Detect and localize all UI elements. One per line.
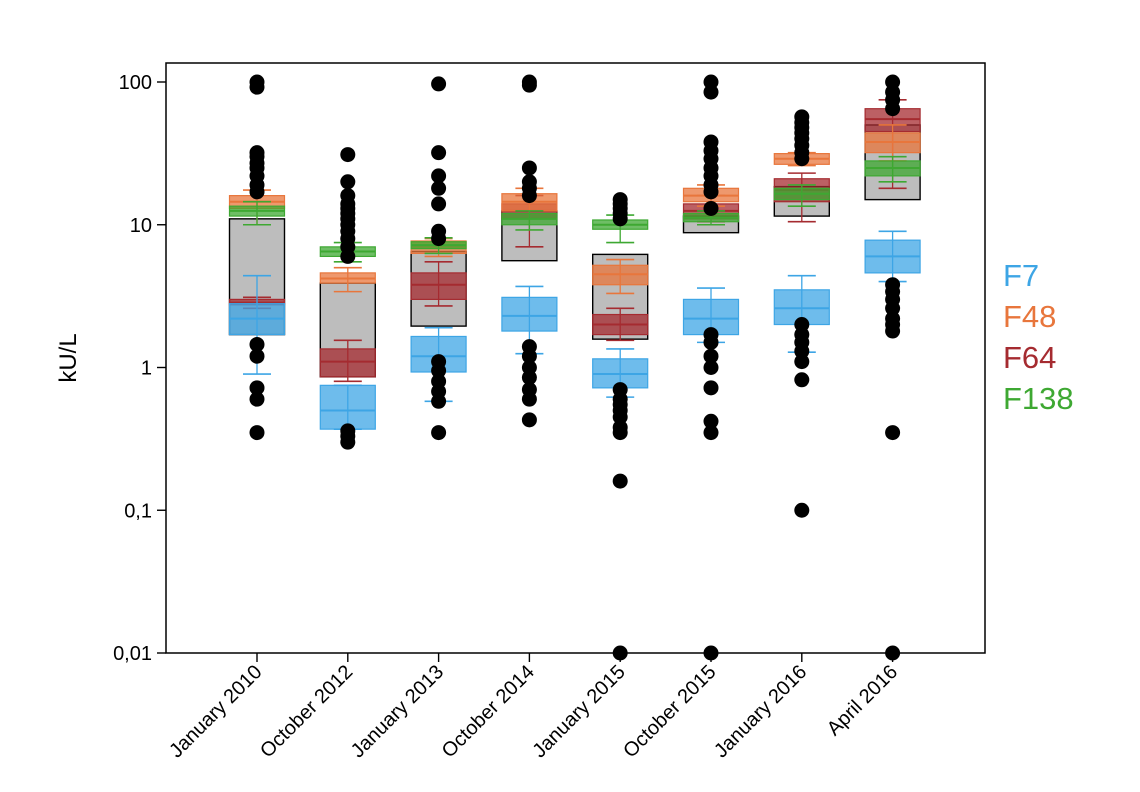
outlier-point [521,160,537,176]
outlier-point [794,109,810,125]
outlier-point [794,502,810,518]
outlier-point [431,354,447,370]
outlier-point [431,76,447,92]
box-f7 [319,384,376,430]
x-tick-label: April 2016 [823,661,902,740]
outlier-point [340,174,356,190]
series-boxes-layer [228,99,921,430]
outlier-point [703,74,719,90]
legend-item-f7: F7 [1003,258,1040,293]
outlier-point [340,147,356,163]
y-axis-label: kU/L [55,333,82,382]
outlier-point [703,425,719,441]
outlier-point [521,382,537,398]
outlier-point [431,373,447,389]
legend-item-f48: F48 [1003,299,1057,334]
outlier-point [249,74,265,90]
outlier-point [885,311,901,327]
outlier-point [340,423,356,439]
outlier-point [703,200,719,216]
legend-item-f138: F138 [1003,381,1074,416]
outlier-point [885,74,901,90]
outlier-point [431,223,447,239]
outlier-point [249,336,265,352]
outlier-point [612,419,628,435]
outlier-point [703,380,719,396]
legend: F7 F48 F64 F138 [1003,255,1074,419]
y-tick-label: 0,01 [113,643,152,665]
outlier-point [249,380,265,396]
outlier-point [521,412,537,428]
x-tick-label: January 2015 [528,661,629,762]
y-tick-label: 100 [119,72,152,94]
outlier-point [703,413,719,429]
outlier-point [794,372,810,388]
outlier-point [249,391,265,407]
x-tick-label: January 2016 [710,661,811,762]
outlier-point [431,145,447,161]
outlier-point [703,360,719,375]
x-tick-label: January 2013 [347,661,448,762]
outlier-point [249,348,265,364]
outlier-point [249,425,265,441]
x-tick-label: October 2012 [256,661,357,762]
outlier-point [249,145,265,161]
outlier-point [703,348,719,364]
outlier-point [521,339,537,355]
outlier-point [703,134,719,150]
x-tick-label: October 2014 [438,661,539,762]
outlier-point [431,168,447,184]
box-f7 [501,296,558,332]
outlier-point [431,180,447,196]
box-f64 [410,272,467,300]
outlier-point [431,425,447,441]
outlier-point [885,425,901,441]
outlier-point [612,473,628,489]
box-f64 [319,348,376,378]
x-tick-label: October 2015 [619,661,720,762]
outlier-point [521,360,537,375]
outlier-point [612,382,628,398]
y-tick-label: 10 [130,215,152,237]
legend-item-f64: F64 [1003,340,1057,375]
outlier-point [431,196,447,212]
outlier-point [703,327,719,343]
outlier-point [885,277,901,293]
outlier-point [340,188,356,204]
outlier-point [521,74,537,90]
outlier-points-layer [249,74,901,661]
plot-area-frame [165,62,986,654]
outlier-point [794,317,810,333]
outlier-point [521,174,537,190]
x-tick-label: January 2010 [165,661,266,762]
outlier-point [612,192,628,208]
y-tick-label: 0,1 [124,500,152,522]
y-axis: 0,01 0,1 1 10 100 [113,72,166,665]
y-tick-label: 1 [141,358,152,380]
outlier-point [794,354,810,370]
